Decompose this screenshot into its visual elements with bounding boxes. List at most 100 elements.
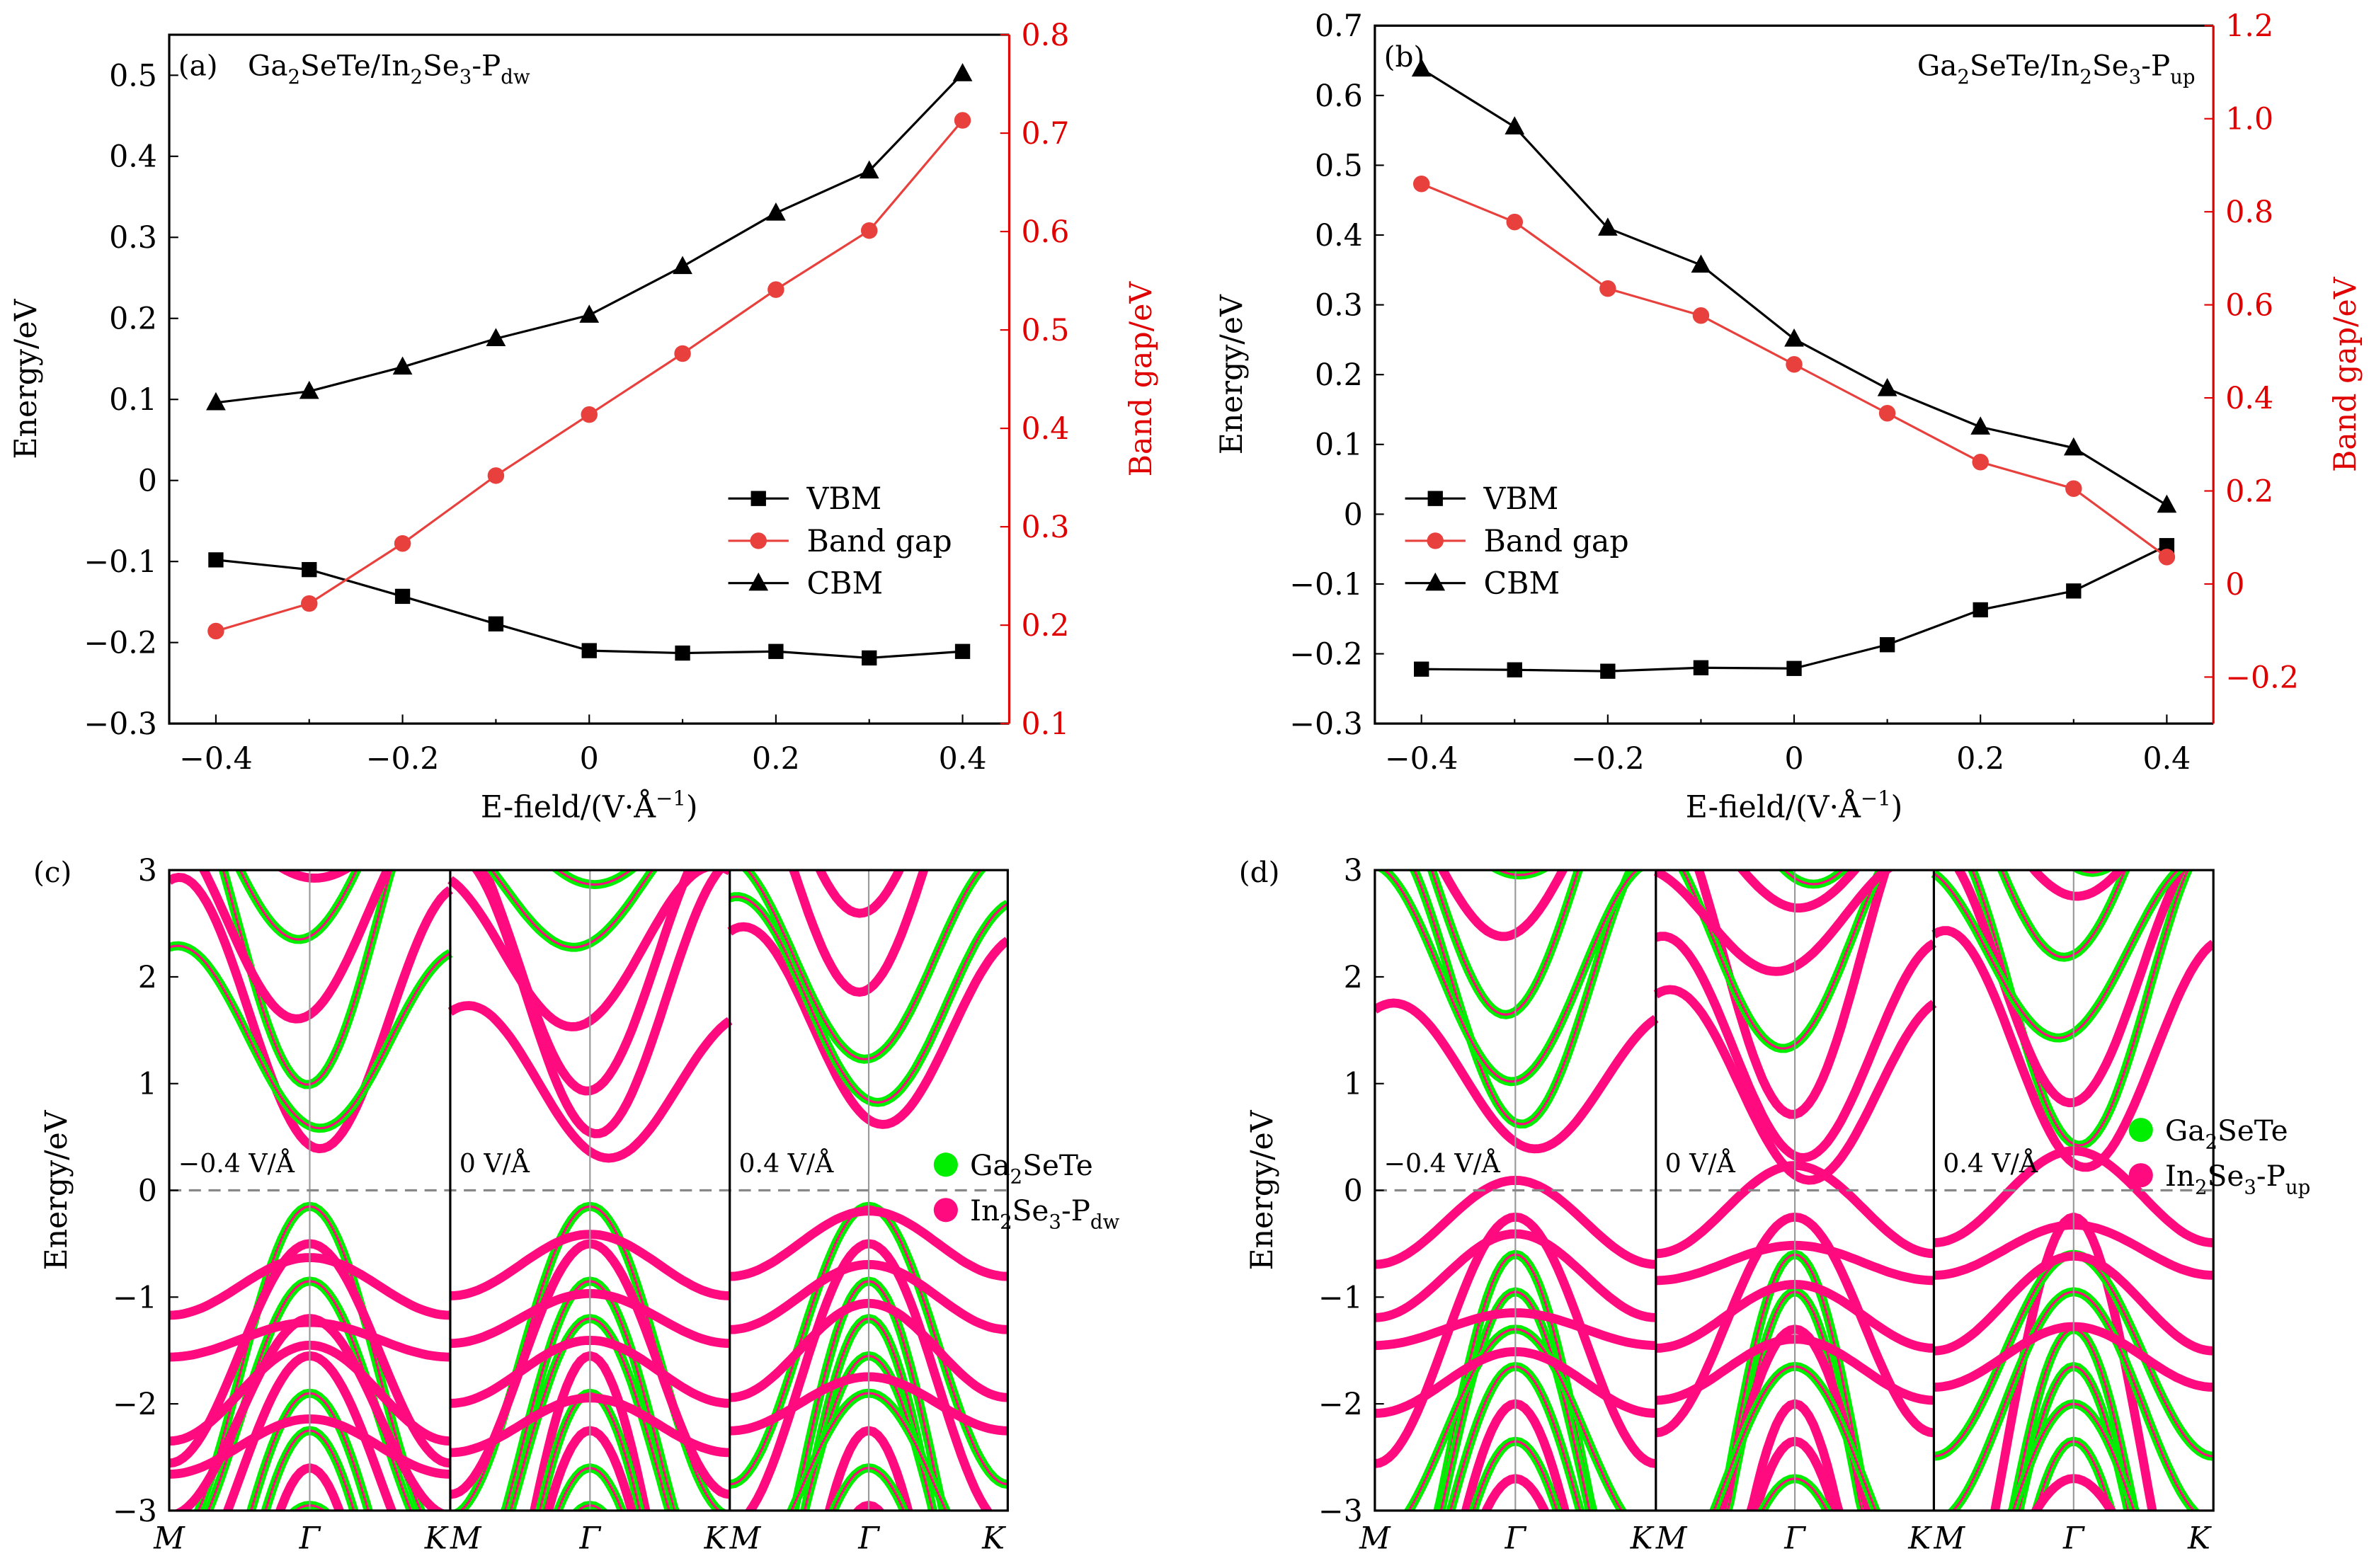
legend-marker xyxy=(750,532,767,549)
k-label: M xyxy=(729,1521,762,1556)
y-tick-label: 3 xyxy=(138,853,157,888)
panel-label: (a) xyxy=(178,49,218,83)
y-tick-label: 0.3 xyxy=(109,220,157,256)
k-label: K xyxy=(981,1521,1006,1556)
y-tick-label: −2 xyxy=(1318,1387,1363,1422)
vbm-point xyxy=(1786,660,1802,676)
vbm-point xyxy=(208,552,224,568)
text-part: ) xyxy=(686,789,698,825)
y-tick-label: 1 xyxy=(138,1067,157,1102)
band-gap-point xyxy=(1412,176,1430,193)
k-label: K xyxy=(704,1521,729,1556)
text-part: 2 xyxy=(2079,65,2092,88)
text-part: SeTe xyxy=(1022,1148,1093,1182)
y-tick-label: −0.2 xyxy=(84,626,157,661)
y2-tick-label: 0.1 xyxy=(1022,706,1070,742)
y2-tick-label: 1.0 xyxy=(2225,102,2273,137)
y-tick-label: 0.7 xyxy=(1315,8,1363,44)
band-gap-point xyxy=(581,406,598,423)
text-part: 2 xyxy=(2195,1175,2208,1198)
x-tick-label: 0 xyxy=(1784,741,1803,777)
band-gap-point xyxy=(954,112,971,129)
text-part: 3 xyxy=(2129,65,2142,88)
text-part: 2 xyxy=(1010,1165,1023,1189)
y2-tick-label: 0.5 xyxy=(1022,313,1070,348)
y-tick-label: −1 xyxy=(1318,1280,1363,1315)
panel-title: Ga2SeTe/In2Se3-Pup xyxy=(1917,49,2196,88)
band-gap-point xyxy=(301,595,318,612)
legend-marker xyxy=(1427,491,1443,506)
k-label: M xyxy=(1933,1521,1965,1556)
band-gap-point xyxy=(394,535,411,552)
legend-label: In2Se3-Pup xyxy=(2165,1159,2310,1198)
text-part: Se xyxy=(2208,1159,2244,1193)
legend-marker xyxy=(2128,1163,2153,1188)
legend-marker xyxy=(1425,572,1446,591)
vbm-line xyxy=(1421,544,2168,673)
x-tick-label: −0.4 xyxy=(179,741,253,777)
x-tick-label: −0.2 xyxy=(1571,741,1645,777)
cbm-point xyxy=(299,380,319,399)
cbm-point xyxy=(1784,328,1804,347)
cbm-point xyxy=(206,391,226,411)
y2-tick-label: −0.2 xyxy=(2225,660,2299,695)
y-tick-label: 0.5 xyxy=(1315,148,1363,183)
vbm-point xyxy=(954,643,971,659)
band-gap-point xyxy=(1506,213,1523,231)
y-tick-label: 2 xyxy=(138,960,157,995)
text-part: 2 xyxy=(2205,1130,2217,1153)
in2se3-band xyxy=(1934,1516,2213,1519)
x-tick-label: 0.2 xyxy=(1956,741,2004,777)
k-label: Γ xyxy=(299,1521,321,1556)
text-part: ) xyxy=(1891,789,1903,825)
y-tick-label: 0.5 xyxy=(109,58,157,93)
band-gap-point xyxy=(487,467,505,484)
y-tick-label: 0.1 xyxy=(1315,428,1363,463)
vbm-point xyxy=(862,650,877,666)
k-label: Γ xyxy=(2062,1521,2085,1556)
k-label: M xyxy=(450,1521,482,1556)
cbm-point xyxy=(673,256,692,275)
text-part: −1 xyxy=(656,786,686,810)
y-tick-label: 0.6 xyxy=(1315,79,1363,114)
y-tick-label: 0.4 xyxy=(1315,218,1363,253)
text-part: Ga xyxy=(248,49,288,83)
y-tick-label: −0.3 xyxy=(1289,706,1363,742)
y-tick-label: 0 xyxy=(1344,1173,1363,1208)
ga2sete-band-overlay xyxy=(1375,1516,1656,1519)
y-tick-label: −0.2 xyxy=(1289,636,1363,672)
cbm-point xyxy=(1970,416,1991,435)
x-tick-label: 0 xyxy=(580,741,599,777)
band-gap-point xyxy=(2065,480,2082,497)
panel-title: Ga2SeTe/In2Se3-Pdw xyxy=(248,49,530,88)
text-part: SeTe/In xyxy=(300,49,410,83)
k-label: K xyxy=(1907,1521,1932,1556)
y-tick-label: 1 xyxy=(1344,1067,1363,1102)
y-tick-label: 0.4 xyxy=(109,139,157,175)
field-label: 0.4 V/Å xyxy=(1943,1148,2038,1179)
band-gap-point xyxy=(674,345,691,362)
text-part: Se xyxy=(1012,1194,1049,1227)
y2-tick-label: 0.2 xyxy=(2225,474,2273,509)
legend-label: Ga2SeTe xyxy=(970,1148,1093,1188)
cbm-line xyxy=(215,72,964,404)
legend-marker xyxy=(748,572,769,591)
legend-label: CBM xyxy=(807,566,884,602)
x-axis-label: E-field/(V·Å−1) xyxy=(1686,786,1903,825)
y-tick-label: −3 xyxy=(113,1494,157,1529)
vbm-point xyxy=(1413,661,1429,677)
band-gap-point xyxy=(2158,549,2176,566)
cbm-point xyxy=(1877,377,1897,396)
text-part: SeTe xyxy=(2217,1114,2288,1148)
y-tick-label: 0.2 xyxy=(1315,357,1363,393)
text-part: 2 xyxy=(1000,1211,1012,1234)
legend-marker xyxy=(933,1198,958,1223)
field-label: 0 V/Å xyxy=(459,1148,530,1179)
cbm-point xyxy=(486,328,506,347)
y2-tick-label: 0.3 xyxy=(1022,510,1070,545)
x-axis-label: E-field/(V·Å−1) xyxy=(481,786,698,825)
y2-tick-label: 0.2 xyxy=(1022,608,1070,643)
legend-marker xyxy=(2128,1118,2153,1143)
cbm-line xyxy=(1420,68,2168,506)
k-label: K xyxy=(424,1521,449,1556)
